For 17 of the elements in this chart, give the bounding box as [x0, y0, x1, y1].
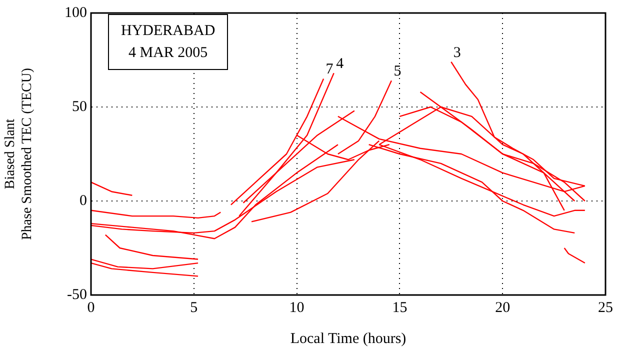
y-axis-title: Biased Slant Phase Smoothed TEC (TECU): [3, 68, 35, 240]
y-tick-label: 50: [72, 98, 87, 115]
text-box: HYDERABAD 4 MAR 2005: [108, 14, 228, 70]
annotation: HYDERABAD: [121, 22, 216, 41]
series-label: 4: [336, 56, 344, 72]
annotation: 4 MAR 2005: [127, 44, 209, 63]
y-tick-label: 100: [64, 4, 87, 21]
x-axis-title: Local Time (hours): [290, 330, 406, 347]
y-tick-label: 0: [80, 192, 87, 209]
series-label: 3: [453, 44, 461, 61]
x-tick-label: 5: [190, 300, 198, 316]
x-tick-label: 15: [392, 300, 408, 316]
y-tick-label: -50: [67, 286, 87, 303]
x-tick-label: 20: [495, 300, 510, 316]
x-tick-label: 25: [598, 300, 613, 316]
series-label: 7: [326, 62, 334, 78]
x-tick-label: 10: [289, 300, 304, 316]
